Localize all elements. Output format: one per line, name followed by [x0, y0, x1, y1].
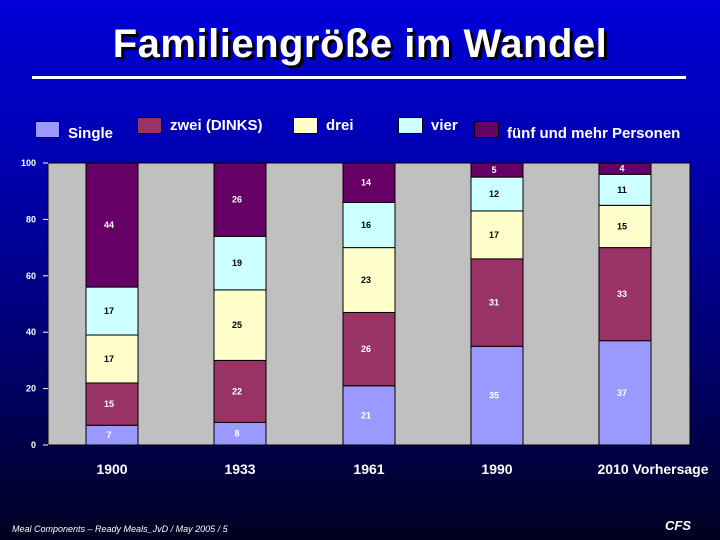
legend-label: zwei (DINKS)	[170, 117, 263, 134]
bar-segment	[470, 345, 524, 446]
bar-segment	[85, 162, 139, 288]
legend-item-zwei: zwei (DINKS)	[137, 117, 263, 134]
data-label: 8	[234, 429, 239, 439]
data-label: 12	[489, 189, 499, 199]
y-tick-label: 0	[31, 440, 36, 450]
legend-item-vier: vier	[398, 117, 458, 134]
bar-segment	[598, 247, 652, 342]
bar-segment	[213, 289, 267, 361]
data-label: 33	[617, 289, 627, 299]
title-divider	[32, 76, 686, 79]
bar-segment	[342, 311, 396, 387]
legend-label: vier	[431, 117, 458, 134]
bar-segment	[598, 340, 652, 446]
bar-segment	[85, 424, 139, 446]
data-label: 25	[232, 320, 242, 330]
legend-swatch	[137, 117, 162, 134]
bar-segment	[470, 162, 524, 178]
legend-swatch	[398, 117, 423, 134]
data-label: 35	[489, 391, 499, 401]
data-label: 17	[489, 230, 499, 240]
data-label: 5	[491, 165, 496, 175]
bar-segment	[598, 173, 652, 206]
legend-swatch	[293, 117, 318, 134]
legend-swatch	[474, 121, 499, 138]
data-label: 26	[232, 195, 242, 205]
bar-segment	[598, 162, 652, 175]
legend-item-fuenf-plus: fünf und mehr Personen	[474, 117, 680, 142]
bar-segment	[213, 421, 267, 446]
bar-segment	[470, 210, 524, 260]
x-category-label: 1933	[224, 461, 255, 477]
legend-swatch	[35, 121, 60, 138]
y-tick-label: 40	[26, 327, 36, 337]
data-label: 17	[104, 354, 114, 364]
footer-text: Meal Components – Ready Meals_JvD / May …	[12, 524, 228, 534]
legend-label: fünf und mehr Personen	[507, 125, 681, 142]
bar-segment	[470, 258, 524, 347]
data-label: 11	[617, 185, 627, 195]
x-category-label: 1961	[353, 461, 384, 477]
cfs-logo: CFS	[665, 518, 691, 533]
data-label: 22	[232, 386, 242, 396]
x-category-label: 1990	[481, 461, 512, 477]
bar-segment	[342, 201, 396, 249]
bar-segment	[213, 235, 267, 291]
bar-segment	[342, 162, 396, 203]
data-label: 14	[361, 178, 371, 188]
legend-item-drei: drei	[293, 117, 354, 134]
bar-segment	[213, 359, 267, 423]
data-label: 31	[489, 298, 499, 308]
bar-segment	[213, 162, 267, 237]
legend-label: Single	[68, 125, 114, 142]
data-label: 26	[361, 344, 371, 354]
data-label: 23	[361, 275, 371, 285]
y-tick-label: 20	[26, 384, 36, 394]
data-label: 21	[361, 410, 371, 420]
chart-title: Familiengröße im Wandel	[112, 22, 608, 66]
data-label: 15	[617, 221, 627, 231]
bar-segment	[470, 176, 524, 212]
x-category-label: 1900	[96, 461, 127, 477]
data-label: 15	[104, 399, 114, 409]
y-tick-label: 60	[26, 271, 36, 281]
data-label: 17	[104, 306, 114, 316]
data-label: 4	[619, 164, 624, 174]
data-label: 16	[361, 220, 371, 230]
legend-item-single: Single	[35, 117, 113, 142]
y-tick-label: 100	[21, 158, 36, 168]
bar-segment	[342, 385, 396, 446]
data-label: 37	[617, 388, 627, 398]
data-label: 7	[106, 430, 111, 440]
y-tick-label: 80	[26, 214, 36, 224]
legend-label: drei	[326, 117, 354, 134]
x-category-label: 2010 Vorhersage	[597, 461, 708, 477]
data-label: 19	[232, 258, 242, 268]
data-label: 44	[104, 220, 114, 230]
